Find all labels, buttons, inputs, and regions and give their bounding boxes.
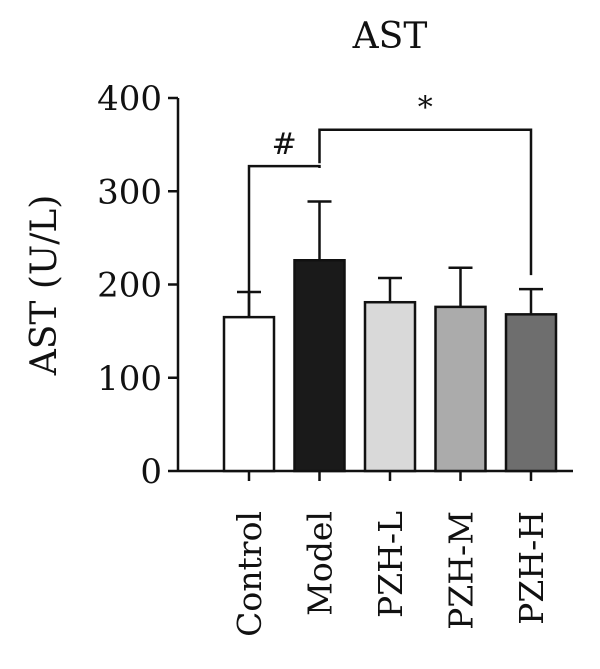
significance-label: * [418,91,433,126]
chart-title: AST [352,16,428,57]
y-tick-label: 400 [97,79,162,119]
bars [222,200,558,473]
significance-bracket [247,164,321,318]
x-category-label: Model [301,511,340,616]
bar [363,300,417,473]
y-axis-title: AST (U/L) [24,195,65,377]
x-axis: Control Model PZH-L PZH-M PZH-H [178,469,573,637]
x-category-label: Control [230,511,269,637]
y-tick-label: 0 [140,452,162,492]
x-category-label: PZH-H [512,511,551,625]
significance-bracket [318,128,533,276]
y-axis: 0 100 200 300 400 [97,79,180,492]
y-tick-label: 200 [97,266,162,306]
bar [222,315,276,473]
y-tick-label: 300 [97,172,162,212]
significance-annotations: #* [247,91,533,318]
x-category-label: PZH-M [442,511,481,630]
significance-label: # [272,127,297,162]
y-tick-label: 100 [97,359,162,399]
bar [504,313,558,473]
bar [434,305,487,473]
x-category-label: PZH-L [371,511,410,618]
bar [293,259,346,473]
